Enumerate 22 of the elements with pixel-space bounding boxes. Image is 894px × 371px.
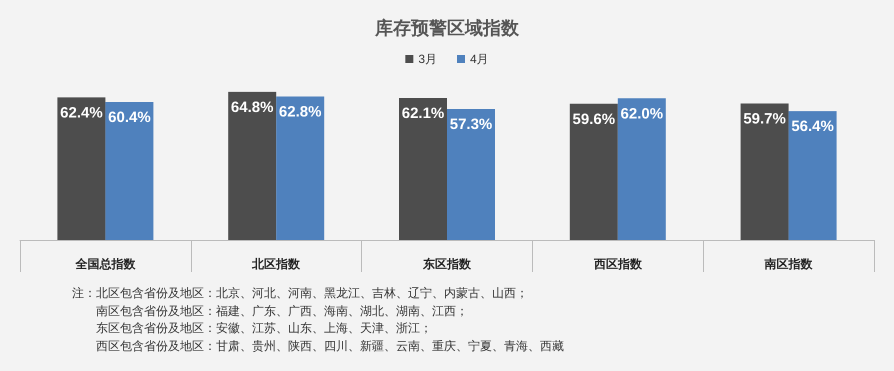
text: 西区包含省份及地区：甘肃、贵州、陕西、四川、新疆、云南、重庆、宁夏、青海、西藏 xyxy=(95,338,564,354)
data-label: 57.3% xyxy=(450,116,492,134)
data-label: 62.1% xyxy=(402,105,444,122)
x-tick-label: 西区指数 xyxy=(592,257,643,271)
x-tick-label: 全国总指数 xyxy=(74,257,136,271)
text: 东区包含省份及地区：安徽、江苏、山东、上海、天津、浙江； xyxy=(95,320,433,337)
data-label: 59.6% xyxy=(572,110,616,128)
data-label: 60.4% xyxy=(108,108,151,126)
data-label: 59.7% xyxy=(743,110,786,128)
text: 南区包含省份及地区：福建、广东、广西、海南、湖北、湖南、江西； xyxy=(95,302,469,320)
data-label: 62.0% xyxy=(620,105,664,122)
data-label: 62.4% xyxy=(60,104,103,122)
chart-title: 库存预警区域指数 xyxy=(374,18,520,38)
data-label: 56.4% xyxy=(791,118,834,136)
x-tick-label: 北区指数 xyxy=(251,257,302,271)
text: 注：北区包含省份及地区：北京、河北、河南、黑龙江、吉林、辽宁、内蒙古、山西； xyxy=(72,285,529,302)
data-label: 64.8% xyxy=(230,98,274,116)
x-tick-label: 南区指数 xyxy=(764,257,814,271)
x-tick-label: 东区指数 xyxy=(422,257,472,271)
data-label: 62.8% xyxy=(278,103,322,120)
legend-label: 4月 xyxy=(470,52,489,66)
legend-label: 3月 xyxy=(418,52,438,66)
